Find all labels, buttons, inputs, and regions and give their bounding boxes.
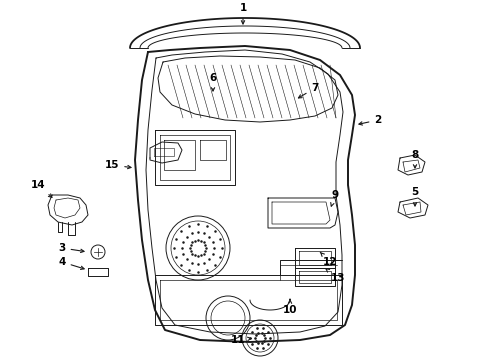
Text: 9: 9 [331,190,339,206]
Text: 10: 10 [283,300,297,315]
Text: 5: 5 [412,187,418,206]
Text: 4: 4 [58,257,84,269]
Text: 13: 13 [326,269,345,283]
Text: 11: 11 [231,335,251,345]
Text: 14: 14 [31,180,52,197]
Text: 6: 6 [209,73,217,91]
Text: 7: 7 [298,83,318,98]
Text: 8: 8 [412,150,418,168]
Text: 3: 3 [58,243,84,253]
Text: 15: 15 [105,160,131,170]
Text: 1: 1 [240,3,246,24]
Text: 12: 12 [320,252,337,267]
Text: 2: 2 [359,115,382,125]
